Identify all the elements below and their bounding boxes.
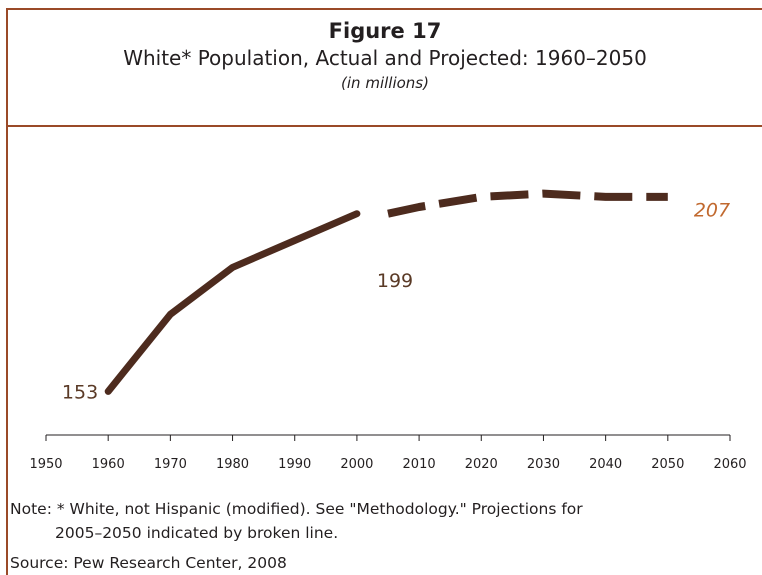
figure-label: Figure 17: [328, 19, 442, 43]
title-divider: [6, 125, 762, 127]
note-line-2: 2005–2050 indicated by broken line.: [55, 524, 339, 542]
x-tick-label-1970: 1970: [154, 457, 187, 472]
title-block: Figure 17 White* Population, Actual and …: [8, 18, 762, 94]
figure-unit: (in millions): [341, 74, 429, 92]
frame-top-border: [6, 8, 762, 10]
note-line-1: Note: * White, not Hispanic (modified). …: [10, 500, 583, 518]
chart-note: Note: * White, not Hispanic (modified). …: [10, 497, 583, 545]
chart-source: Source: Pew Research Center, 2008: [10, 554, 287, 572]
x-tick-label-1980: 1980: [216, 457, 249, 472]
x-tick-label-2000: 2000: [340, 457, 373, 472]
data-label-207: 207: [694, 199, 730, 221]
x-tick-label-2040: 2040: [589, 457, 622, 472]
x-tick-label-2020: 2020: [465, 457, 498, 472]
x-tick-label-2050: 2050: [651, 457, 684, 472]
x-tick-label-2030: 2030: [527, 457, 560, 472]
frame-left-border: [6, 8, 8, 575]
x-tick-label-2060: 2060: [713, 457, 746, 472]
x-tick-label-1990: 1990: [278, 457, 311, 472]
data-label-153: 153: [62, 381, 98, 403]
projected-series-line: [387, 189, 668, 218]
x-tick-label-1960: 1960: [92, 457, 125, 472]
figure-title: White* Population, Actual and Projected:…: [123, 46, 647, 70]
actual-series-line: [104, 210, 361, 395]
x-tick-label-2010: 2010: [403, 457, 436, 472]
data-label-199: 199: [377, 270, 413, 292]
x-tick-label-1950: 1950: [29, 457, 62, 472]
